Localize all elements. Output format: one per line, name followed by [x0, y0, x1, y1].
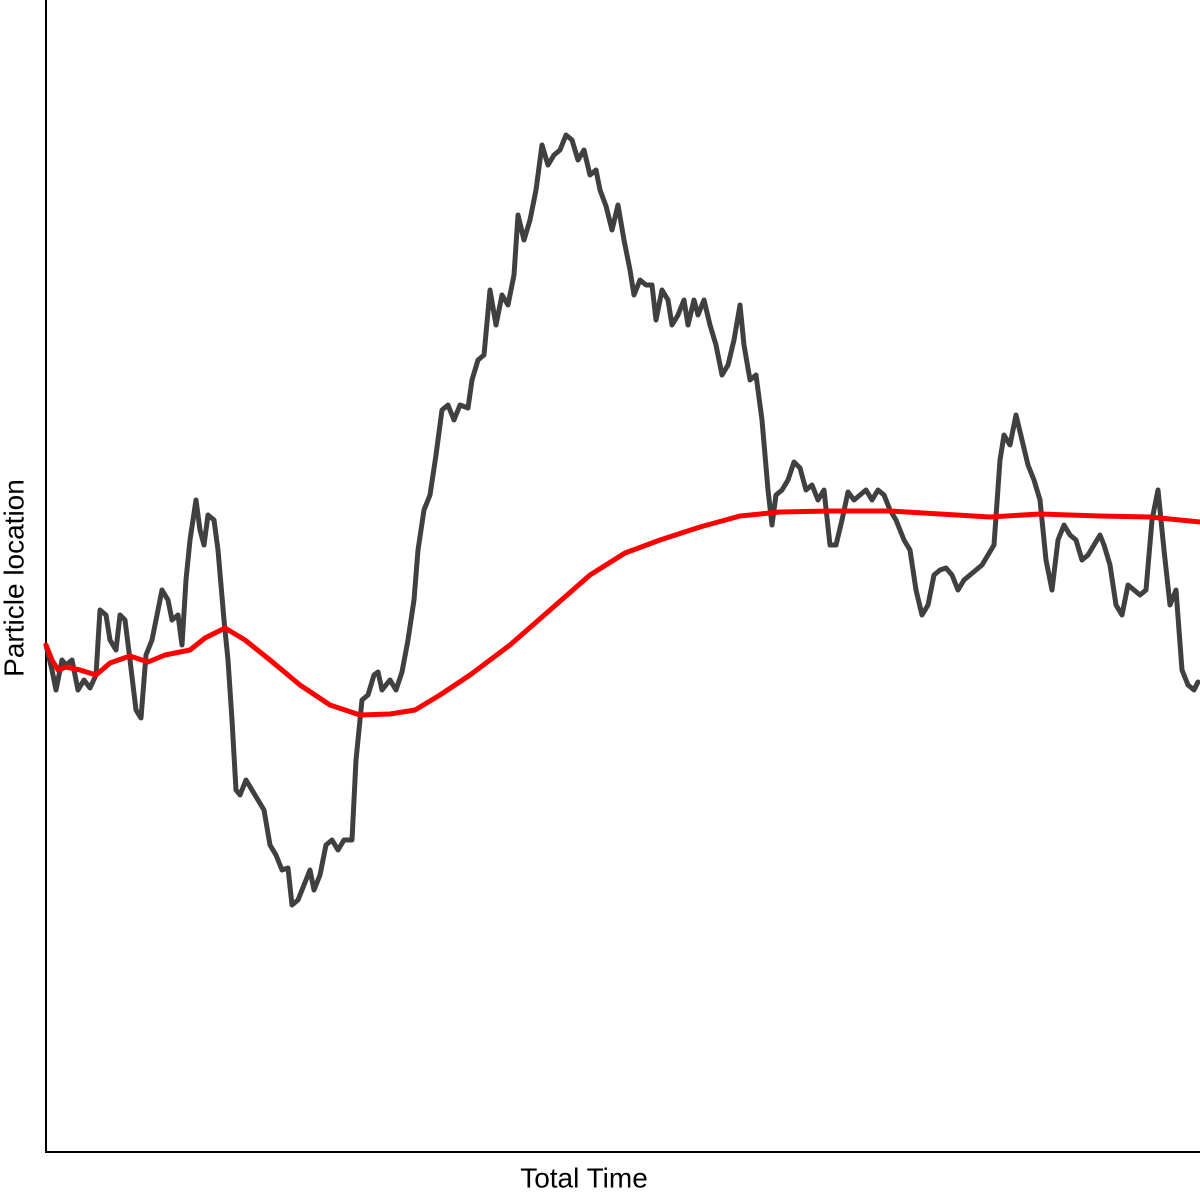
data-line: [43, 132, 1200, 908]
x-axis-label: Total Time: [520, 1162, 648, 1193]
y-axis-label: Particle location: [0, 479, 29, 677]
data-line: [43, 508, 1200, 718]
